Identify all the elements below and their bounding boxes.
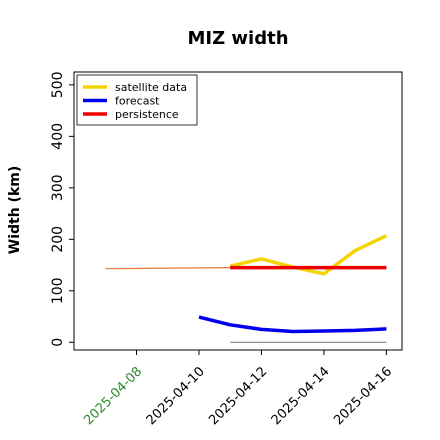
x-tick-label: 2025-04-10 xyxy=(144,364,208,428)
y-tick-label: 300 xyxy=(50,174,66,201)
x-tick-label: 2025-04-16 xyxy=(331,364,395,428)
satellite-history-line xyxy=(105,267,231,270)
y-tick-label: 500 xyxy=(50,72,66,99)
y-tick-label: 200 xyxy=(50,226,66,253)
legend-entry: forecast xyxy=(115,95,160,108)
x-tick-label: 2025-04-14 xyxy=(269,364,333,428)
satellite-data-series-line xyxy=(229,234,388,276)
plot-area: 01002003004005002025-04-082025-04-102025… xyxy=(50,71,403,428)
legend-entry: satellite data xyxy=(115,81,187,94)
y-tick-label: 0 xyxy=(50,338,66,347)
chart-title: MIZ width xyxy=(187,28,288,49)
y-tick-label: 100 xyxy=(50,277,66,304)
forecast-series-line xyxy=(198,315,387,334)
plot-frame xyxy=(73,71,403,351)
y-tick-label: 400 xyxy=(50,123,66,150)
y-axis-label: Width (km) xyxy=(7,166,23,255)
x-tick-label: 2025-04-08 xyxy=(81,364,145,428)
legend-entry: persistence xyxy=(115,108,179,121)
x-tick-label: 2025-04-12 xyxy=(206,364,270,428)
